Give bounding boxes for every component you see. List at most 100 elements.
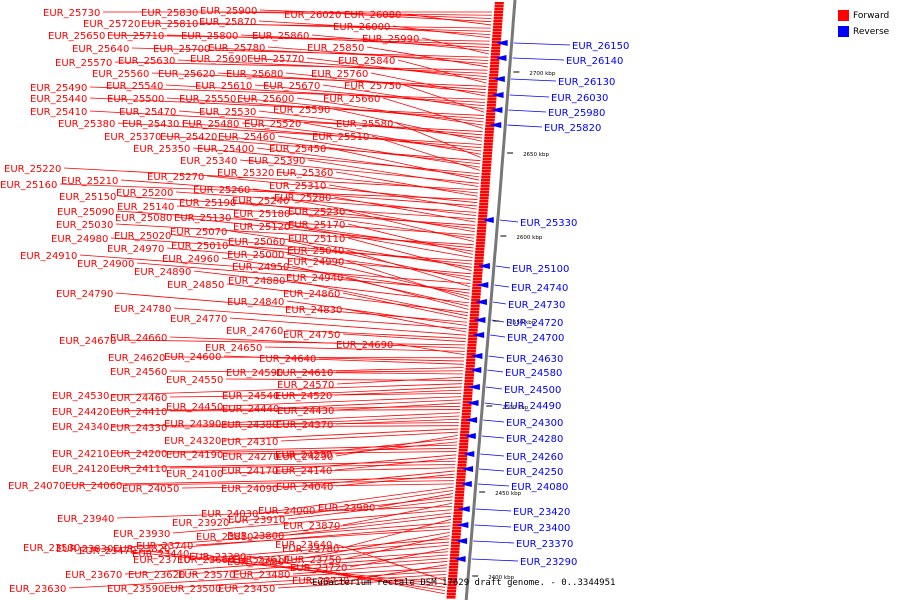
forward-leader-line: [120, 179, 477, 207]
forward-gene-label: EUR_25360: [276, 168, 333, 179]
forward-gene-label: EUR_25580: [336, 119, 393, 130]
forward-gene-label: EUR_25860: [252, 31, 309, 42]
reverse-gene-label: EUR_23420: [513, 507, 570, 518]
forward-feature: [470, 308, 480, 311]
forward-gene-label: EUR_24320: [164, 436, 221, 447]
forward-gene-label: EUR_24310: [221, 437, 278, 448]
forward-feature: [473, 266, 483, 269]
forward-leader-line: [225, 378, 463, 381]
forward-leader-line: [260, 486, 454, 514]
reverse-feature: [472, 332, 485, 338]
forward-gene-label: EUR_25200: [116, 188, 173, 199]
forward-feature: [458, 455, 468, 458]
forward-leader-line: [286, 300, 468, 326]
forward-leader-line: [254, 84, 485, 107]
forward-gene-label: EUR_25260: [193, 185, 250, 196]
forward-leader-line: [397, 59, 487, 84]
reverse-gene-label: EUR_24260: [506, 452, 563, 463]
forward-leader-line: [223, 573, 447, 589]
reverse-feature: [461, 466, 474, 472]
forward-feature: [448, 578, 457, 581]
forward-feature: [452, 530, 461, 533]
position-ticks: 2700 kbp 2650 kbp 2600 kbp 2550 kbp 2500 kbp…: [472, 71, 556, 581]
forward-leader-line: [285, 367, 464, 373]
forward-leader-line: [142, 22, 491, 29]
forward-leader-line: [333, 196, 476, 223]
forward-gene-label: EUR_25040: [287, 246, 344, 257]
forward-gene-label: EUR_24970: [107, 244, 164, 255]
forward-feature: [478, 206, 488, 209]
forward-feature: [482, 167, 491, 170]
forward-leader-line: [118, 339, 466, 346]
reverse-gene-label: EUR_24730: [508, 300, 565, 311]
forward-feature: [456, 482, 465, 485]
forward-feature: [493, 26, 502, 29]
forward-leader-line: [306, 57, 487, 81]
forward-feature: [486, 107, 496, 110]
reverse-leader-line: [513, 42, 571, 46]
forward-leader-line: [169, 447, 457, 454]
forward-feature: [486, 110, 496, 113]
forward-feature: [478, 215, 488, 218]
reverse-gene-label: EUR_24250: [506, 467, 563, 478]
forward-gene-label: EUR_26020: [284, 10, 341, 21]
forward-gene-label: EUR_24140: [275, 466, 332, 477]
forward-gene-label: EUR_24760: [226, 326, 283, 337]
forward-feature: [463, 389, 473, 392]
forward-feature: [475, 245, 485, 248]
forward-leader-line: [89, 86, 486, 100]
forward-leader-line: [181, 122, 482, 149]
forward-feature: [448, 572, 458, 575]
reverse-leader-line: [479, 468, 505, 472]
forward-feature: [468, 329, 478, 332]
legend-reverse-label: Reverse: [853, 26, 890, 37]
reverse-gene-label: EUR_23400: [513, 523, 570, 534]
forward-feature: [492, 29, 502, 32]
forward-gene-label: EUR_25660: [323, 94, 380, 105]
forward-feature: [483, 149, 493, 152]
forward-leader-line: [124, 480, 455, 486]
forward-feature: [486, 104, 496, 107]
forward-gene-label: EUR_24100: [166, 469, 223, 480]
forward-gene-label: EUR_23480: [233, 570, 290, 581]
forward-leader-line: [343, 535, 450, 560]
forward-feature: [447, 581, 457, 584]
forward-gene-label: EUR_24830: [285, 305, 342, 316]
forward-leader-line: [67, 477, 455, 486]
forward-gene-label: EUR_25240: [232, 196, 289, 207]
reverse-feature: [477, 263, 490, 269]
forward-gene-label: EUR_25320: [217, 168, 274, 179]
forward-leader-line: [219, 135, 481, 165]
forward-gene-label: EUR_23590: [107, 584, 164, 595]
tick-label: 2450 kbp: [495, 491, 521, 497]
forward-gene-label: EUR_25090: [57, 207, 114, 218]
forward-feature: [482, 161, 492, 164]
forward-feature: [493, 17, 503, 20]
forward-gene-label: EUR_25230: [288, 207, 345, 218]
forward-leader-line: [366, 46, 488, 68]
forward-leader-line: [221, 257, 470, 294]
forward-leader-line: [345, 276, 469, 310]
forward-feature: [494, 2, 504, 5]
forward-leader-line: [181, 483, 454, 489]
forward-gene-label: EUR_25560: [92, 69, 149, 80]
forward-gene-label: EUR_25080: [115, 213, 172, 224]
forward-leader-line: [115, 522, 451, 549]
forward-feature: [469, 314, 479, 317]
forward-leader-line: [212, 47, 489, 61]
reverse-leader-line: [492, 301, 507, 305]
reverse-gene-label: EUR_26030: [551, 93, 608, 104]
forward-gene-label: EUR_25160: [0, 180, 57, 191]
forward-feature: [457, 470, 466, 473]
forward-gene-label: EUR_24850: [167, 280, 224, 291]
forward-gene-label: EUR_24570: [277, 380, 334, 391]
forward-feature: [474, 254, 484, 257]
forward-leader-line: [255, 512, 452, 537]
forward-gene-label: EUR_24430: [277, 406, 334, 417]
forward-feature: [454, 503, 464, 506]
forward-gene-label: EUR_25310: [269, 181, 326, 192]
forward-feature: [462, 407, 472, 410]
forward-leader-line: [138, 549, 446, 588]
forward-gene-label: EUR_23380: [189, 552, 246, 563]
forward-feature: [474, 260, 484, 263]
